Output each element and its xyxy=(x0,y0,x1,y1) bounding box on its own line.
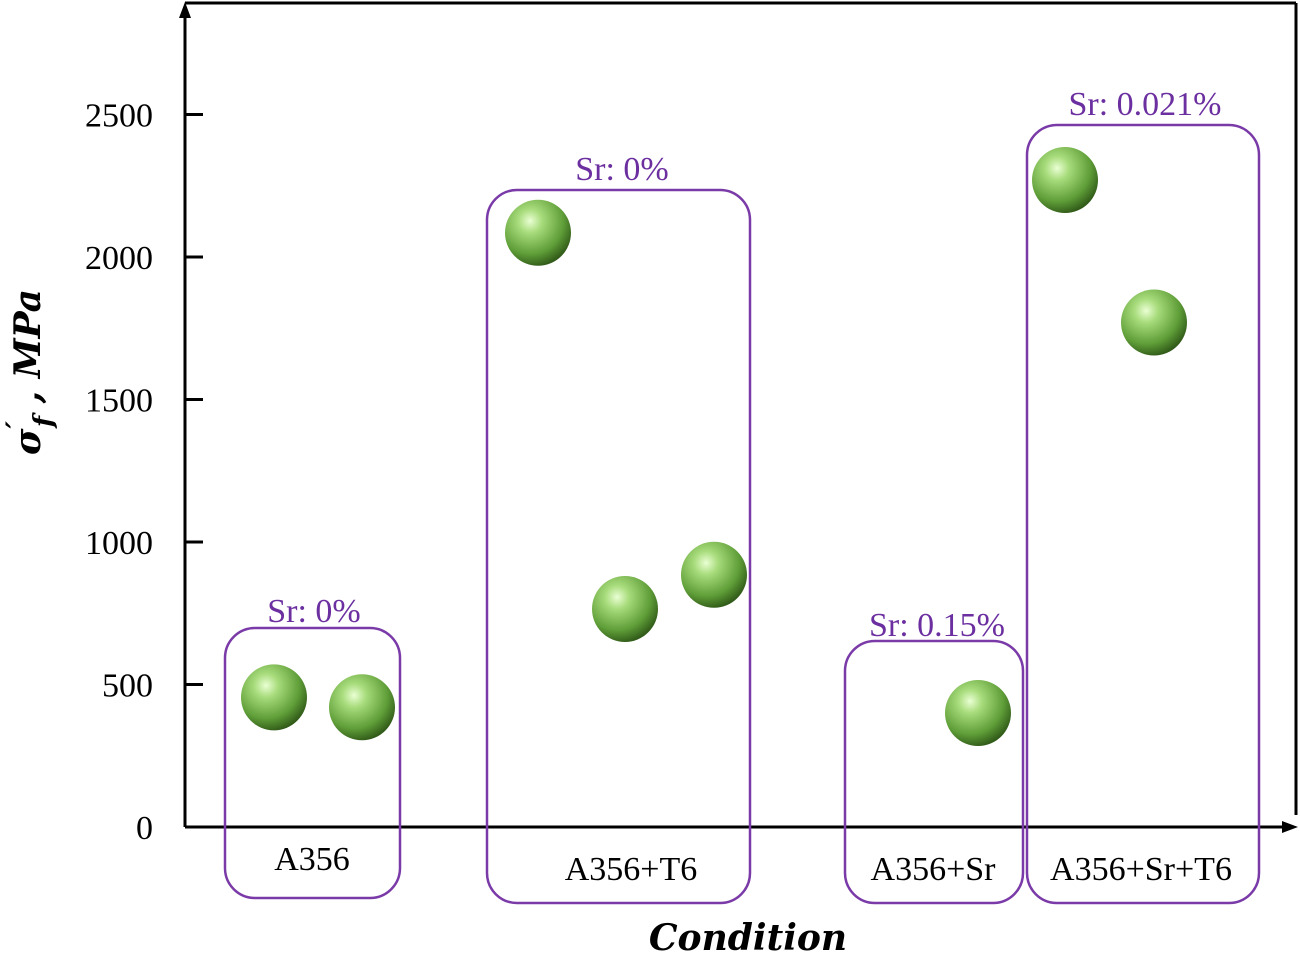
y-ticks: 0 500 1000 1500 2000 2500 xyxy=(85,98,203,847)
data-point xyxy=(1121,289,1187,356)
y-axis-title: σ′f , MPa xyxy=(0,289,59,455)
group-label: Sr: 0.021% xyxy=(1069,86,1222,123)
x-category-label: A356+T6 xyxy=(565,851,698,888)
data-point xyxy=(329,674,395,741)
data-point xyxy=(505,199,571,266)
x-axis xyxy=(185,821,1298,833)
y-axis-title-prime: ′ xyxy=(0,420,33,428)
group-boxes: Sr: 0% A356 Sr: 0% A356+T6 Sr: 0.15% A356+Sr S… xyxy=(223,86,1261,905)
y-tick-label: 0 xyxy=(136,810,153,847)
data-points xyxy=(241,147,1187,746)
y-tick-label: 1000 xyxy=(85,525,153,562)
group-box xyxy=(485,188,752,905)
data-point xyxy=(681,541,747,608)
data-point xyxy=(592,575,658,642)
group-box xyxy=(1025,123,1261,905)
plot-frame xyxy=(185,1,1298,815)
x-category-label: A356 xyxy=(274,841,350,878)
y-tick-label: 2000 xyxy=(85,240,153,277)
x-axis-arrow xyxy=(1282,821,1298,833)
y-tick-label: 500 xyxy=(102,668,153,705)
y-axis xyxy=(179,2,191,827)
group-box xyxy=(223,626,402,900)
data-point xyxy=(241,664,307,731)
y-axis-arrow xyxy=(179,2,191,18)
y-axis-title-subscript: f xyxy=(29,412,59,429)
x-category-label: A356+Sr xyxy=(871,851,997,888)
x-axis-title: Condition xyxy=(649,917,847,954)
y-tick-label: 2500 xyxy=(85,98,153,135)
group-label: Sr: 0% xyxy=(575,151,669,188)
y-axis-title-symbol: σ xyxy=(7,428,49,455)
y-tick-label: 1500 xyxy=(85,383,153,420)
y-axis-title-unit: , MPa xyxy=(7,289,49,416)
group-box xyxy=(843,639,1025,905)
group-label: Sr: 0.15% xyxy=(869,607,1005,644)
data-point xyxy=(1032,147,1098,214)
data-point xyxy=(945,680,1011,746)
group-label: Sr: 0% xyxy=(267,593,361,630)
x-category-label: A356+Sr+T6 xyxy=(1050,851,1232,888)
